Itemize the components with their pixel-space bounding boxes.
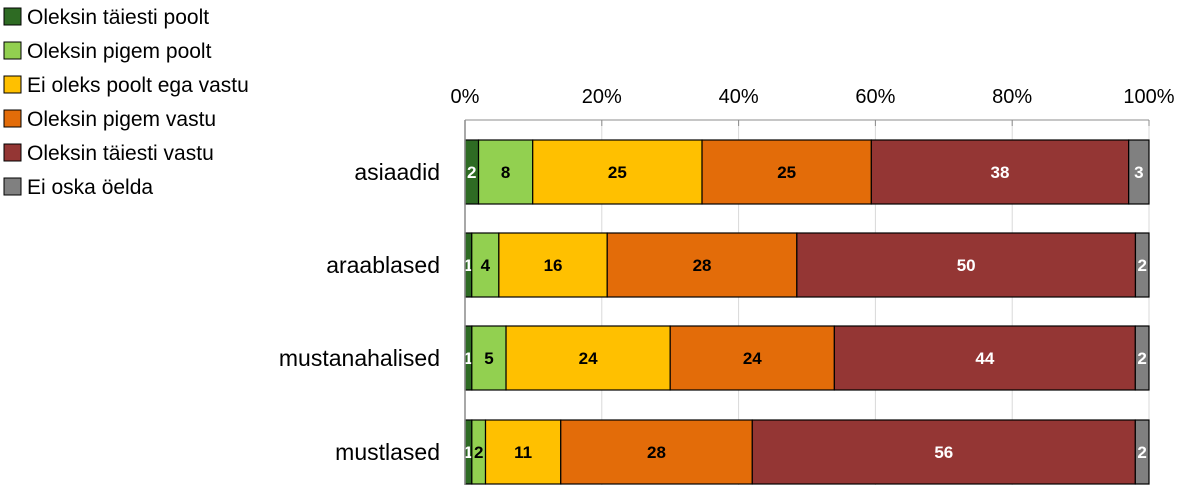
legend-swatch-ei-oska-oelda [3,177,22,196]
data-label-mustanahalised-oleksin-taiesti-poolt: 1 [464,349,473,368]
legend-swatch-ei-oleks-poolt-ega-vastu [3,75,22,94]
legend-label-ei-oleks-poolt-ega-vastu: Ei oleks poolt ega vastu [27,74,249,97]
legend-label-oleksin-taiesti-vastu: Oleksin täiesti vastu [27,142,214,165]
bar-segment-mustanahalised-oleksin-pigem-vastu [669,325,835,391]
category-label-mustlased: mustlased [335,439,440,465]
data-label-mustlased-ei-oleks-poolt-ega-vastu: 11 [514,443,532,462]
tick-label-80: 80% [992,86,1032,108]
legend-swatch-oleksin-pigem-vastu [3,109,22,128]
bar-segment-mustanahalised-ei-oska-oelda [1134,325,1150,391]
tick-label-20: 20% [582,86,622,108]
data-label-asiaadid-oleksin-taiesti-poolt: 2 [467,163,476,182]
bar-segment-mustlased-ei-oska-oelda [1134,419,1150,485]
data-label-mustanahalised-ei-oleks-poolt-ega-vastu: 24 [579,349,598,368]
data-label-asiaadid-ei-oska-oelda: 3 [1134,163,1143,182]
legend-label-oleksin-taiesti-poolt: Oleksin täiesti poolt [27,6,209,29]
data-label-asiaadid-oleksin-taiesti-vastu: 38 [991,163,1010,182]
legend-label-oleksin-pigem-vastu: Oleksin pigem vastu [27,108,216,131]
bar-segment-araablased-oleksin-taiesti-vastu [796,232,1137,298]
bar-segment-mustlased-oleksin-taiesti-vastu [751,419,1136,485]
legend-swatch-oleksin-taiesti-vastu [3,143,22,162]
bar-segment-araablased-oleksin-pigem-vastu [606,232,798,298]
data-label-mustanahalised-oleksin-pigem-poolt: 5 [484,349,493,368]
bar-segment-mustlased-ei-oleks-poolt-ega-vastu [484,419,562,485]
category-label-asiaadid: asiaadid [354,159,440,185]
legend-swatch-oleksin-taiesti-poolt [3,7,22,26]
data-label-araablased-oleksin-pigem-vastu: 28 [693,256,712,275]
data-label-mustlased-oleksin-pigem-poolt: 2 [474,443,483,462]
bar-segment-araablased-ei-oska-oelda [1134,232,1150,298]
legend-swatch-oleksin-pigem-poolt [3,41,22,60]
tick-label-0: 0% [451,86,480,108]
data-label-asiaadid-oleksin-pigem-poolt: 8 [501,163,510,182]
data-label-araablased-oleksin-pigem-poolt: 4 [481,256,491,275]
data-label-mustlased-oleksin-pigem-vastu: 28 [647,443,666,462]
tick-label-60: 60% [855,86,895,108]
bar-segment-asiaadid-oleksin-taiesti-vastu [870,139,1130,205]
data-label-araablased-oleksin-taiesti-vastu: 50 [957,256,976,275]
bar-segment-asiaadid-ei-oleks-poolt-ega-vastu [532,139,703,205]
data-label-mustlased-ei-oska-oelda: 2 [1137,443,1146,462]
tick-label-40: 40% [719,86,759,108]
bar-segment-asiaadid-oleksin-pigem-vastu [701,139,872,205]
data-label-araablased-oleksin-taiesti-poolt: 1 [464,256,473,275]
bar-segment-mustanahalised-ei-oleks-poolt-ega-vastu [505,325,671,391]
legend-label-oleksin-pigem-poolt: Oleksin pigem poolt [27,40,212,63]
data-label-mustlased-oleksin-taiesti-vastu: 56 [934,443,953,462]
data-label-araablased-ei-oska-oelda: 2 [1137,256,1146,275]
data-label-asiaadid-ei-oleks-poolt-ega-vastu: 25 [608,163,627,182]
legend-label-ei-oska-oelda: Ei oska öelda [27,176,153,199]
bar-segment-mustlased-oleksin-pigem-vastu [560,419,753,485]
data-label-mustlased-oleksin-taiesti-poolt: 1 [464,443,473,462]
data-label-mustanahalised-ei-oska-oelda: 2 [1137,349,1146,368]
data-label-araablased-ei-oleks-poolt-ega-vastu: 16 [544,256,563,275]
data-label-asiaadid-oleksin-pigem-vastu: 25 [777,163,796,182]
bar-segment-asiaadid-ei-oska-oelda [1128,139,1150,205]
tick-label-100: 100% [1123,86,1174,108]
category-label-mustanahalised: mustanahalised [279,345,440,371]
bar-segment-mustanahalised-oleksin-pigem-poolt [471,325,507,391]
data-label-mustanahalised-oleksin-taiesti-vastu: 44 [975,349,994,368]
category-label-araablased: araablased [326,252,440,278]
bar-segment-araablased-ei-oleks-poolt-ega-vastu [498,232,608,298]
data-label-mustanahalised-oleksin-pigem-vastu: 24 [743,349,762,368]
